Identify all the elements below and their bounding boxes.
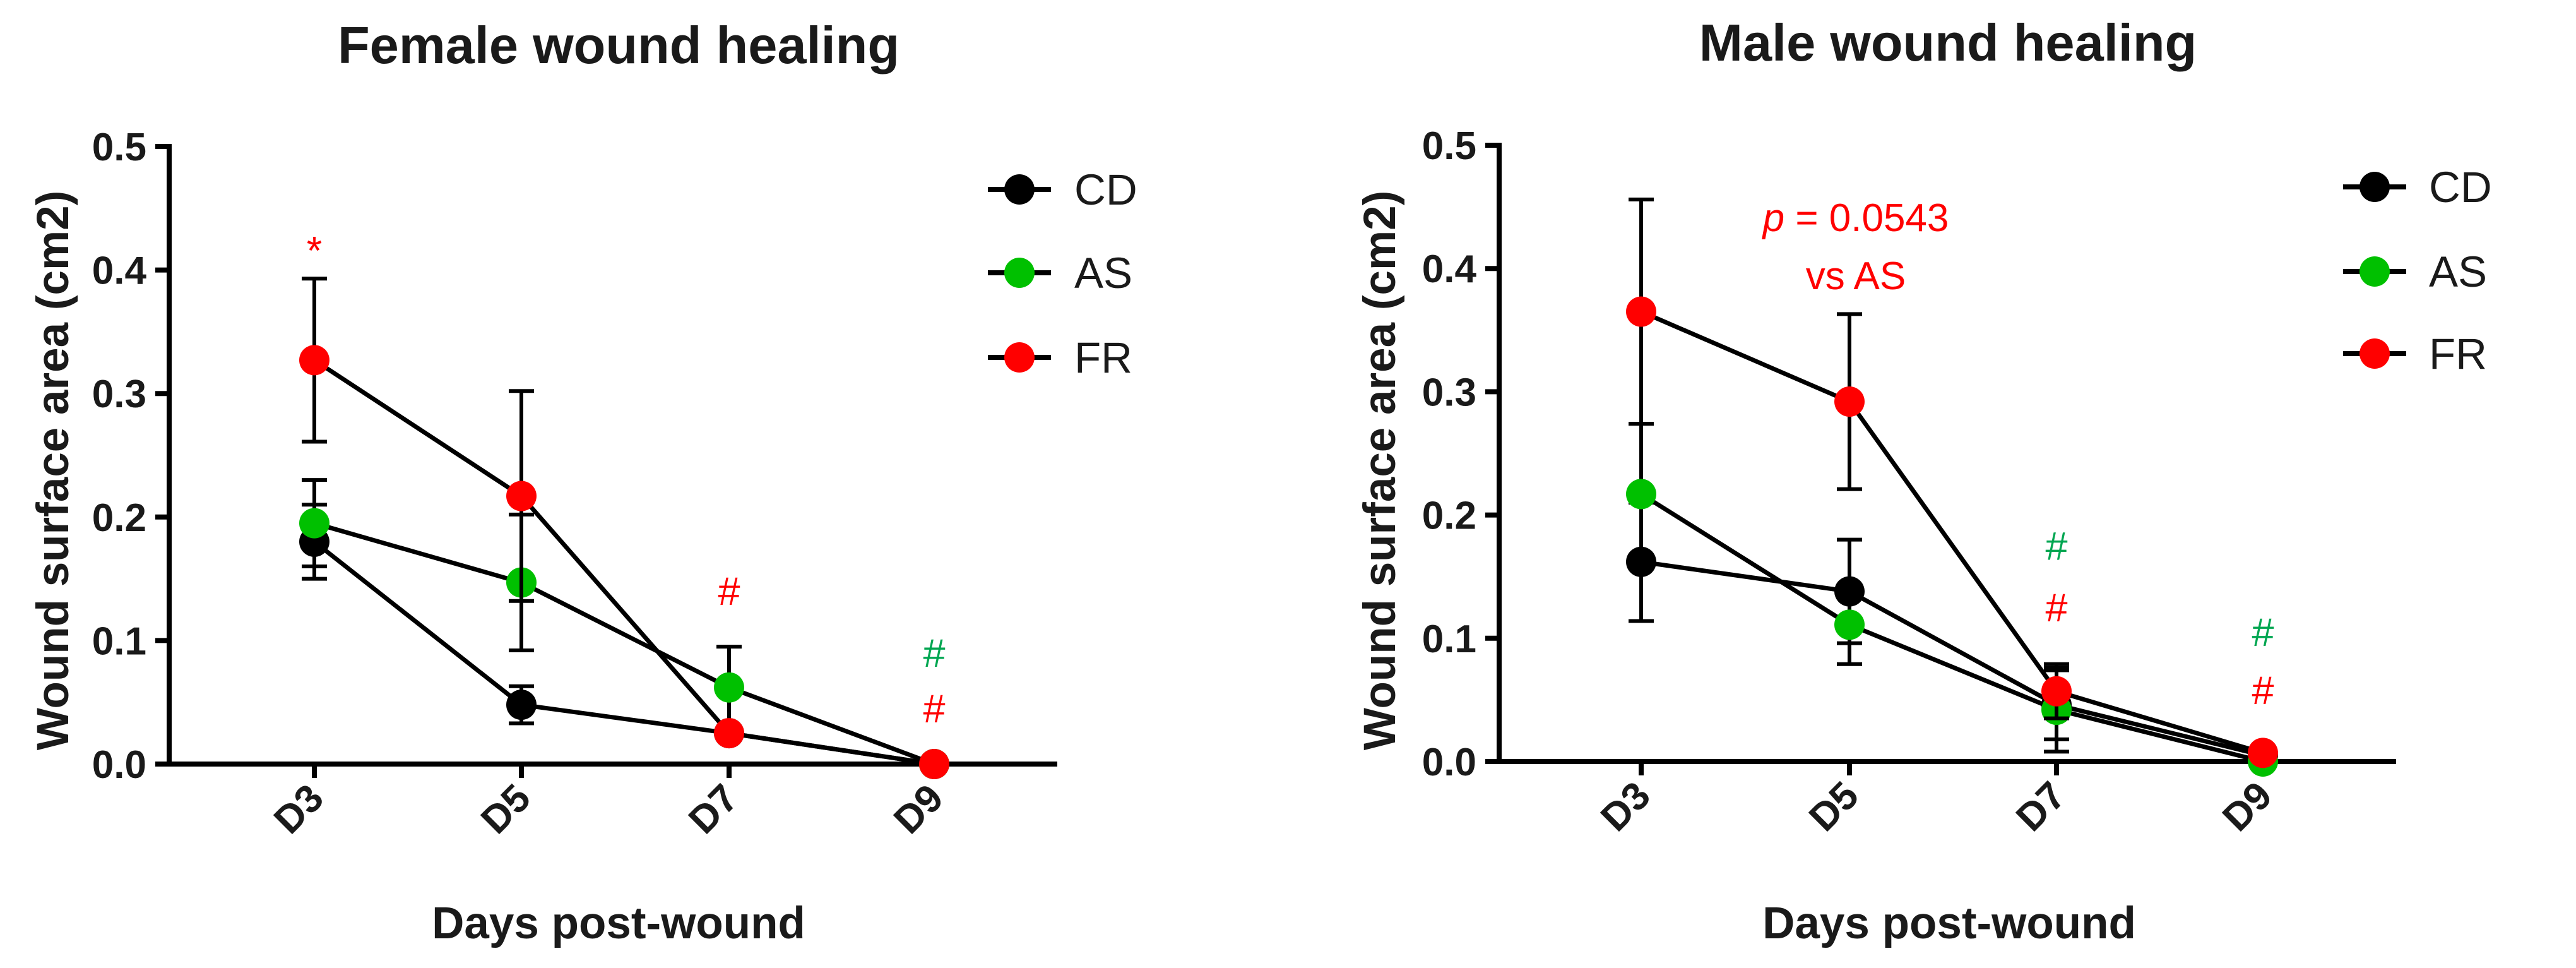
legend-entry-fr: FR <box>988 333 1132 382</box>
significance-hash: # <box>923 631 945 676</box>
legend-entry-as: AS <box>988 249 1132 297</box>
y-tick-label: 0.0 <box>92 743 146 787</box>
data-point <box>1626 479 1656 510</box>
chart-title: Female wound healing <box>338 16 899 75</box>
x-tick-label: D3 <box>1593 774 1659 840</box>
x-tick-label: D5 <box>1801 774 1867 840</box>
x-axis-label: Days post-wound <box>432 899 805 948</box>
p-value-annotation: p = 0.0543 <box>1762 196 1949 240</box>
y-tick-label: 0.1 <box>92 619 146 663</box>
series-as <box>1626 422 2278 777</box>
data-point <box>506 481 537 511</box>
legend-label-cd: CD <box>1074 165 1137 214</box>
x-tick-label: D7 <box>680 776 747 842</box>
y-tick-label: 0.3 <box>92 373 146 416</box>
significance-hash: # <box>2252 669 2274 713</box>
data-point <box>2041 676 2072 707</box>
legend-label-as: AS <box>2429 248 2487 296</box>
significance-hash: # <box>718 570 740 614</box>
legend-entry-cd: CD <box>2343 163 2492 212</box>
x-tick-label: D5 <box>473 776 539 842</box>
significance-hash: # <box>2252 611 2274 655</box>
x-tick-label: D7 <box>2008 774 2074 840</box>
axes: 0.0 0.1 0.2 0.3 0.4 0.5 D3 D5 D7 D9 <box>92 126 1057 842</box>
legend-label-fr: FR <box>1074 333 1132 382</box>
series-line <box>1640 492 2264 764</box>
data-point <box>1834 609 1865 640</box>
significance-hash: # <box>923 687 945 731</box>
x-axis-label: Days post-wound <box>1762 899 2136 948</box>
data-point <box>714 672 744 703</box>
series-fr <box>1626 197 2278 768</box>
legend-entry-as: AS <box>2343 248 2487 296</box>
p-value-symbol: p <box>1762 196 1784 240</box>
legend-marker-fr <box>1004 342 1035 373</box>
y-tick-label: 0.4 <box>92 249 147 293</box>
x-tick-label: D9 <box>2214 774 2281 840</box>
p-value-text: = 0.0543 <box>1784 196 1949 240</box>
y-tick-label: 0.4 <box>1422 248 1477 291</box>
y-tick-label: 0.5 <box>92 126 146 169</box>
y-tick-label: 0.5 <box>1422 124 1476 168</box>
legend-marker-fr <box>2359 338 2390 369</box>
data-point <box>299 345 329 376</box>
y-tick-label: 0.3 <box>1422 371 1476 414</box>
significance-star: * <box>307 229 323 273</box>
legend-marker-cd <box>2359 172 2390 202</box>
significance-hash: # <box>2045 524 2067 568</box>
series-line <box>1640 309 2264 755</box>
y-tick-label: 0.0 <box>1422 741 1476 784</box>
male-chart-panel: Male wound healing Wound surface area (c… <box>1355 13 2492 948</box>
y-axis-label: Wound surface area (cm2) <box>1355 191 1405 750</box>
legend-entry-fr: FR <box>2343 330 2487 378</box>
legend: CD AS FR <box>988 165 1137 382</box>
series-line <box>313 358 935 767</box>
x-tick-label: D9 <box>886 776 952 842</box>
data-point <box>2248 738 2278 768</box>
chart-title: Male wound healing <box>1699 13 2197 72</box>
x-tick-label: D3 <box>266 776 332 842</box>
female-chart-panel: Female wound healing Wound surface area … <box>28 16 1137 948</box>
p-value-comparison: vs AS <box>1806 254 1906 298</box>
y-axis-label: Wound surface area (cm2) <box>28 191 78 750</box>
legend-marker-as <box>1004 258 1035 288</box>
legend-marker-as <box>2359 256 2390 287</box>
y-tick-label: 0.1 <box>1422 618 1476 661</box>
series-as <box>299 478 949 779</box>
y-tick-label: 0.2 <box>1422 494 1476 538</box>
legend-entry-cd: CD <box>988 165 1137 214</box>
data-point <box>1626 296 1656 327</box>
data-point <box>714 718 744 749</box>
series-line <box>314 521 935 767</box>
data-point <box>299 508 329 539</box>
legend: CD AS FR <box>2343 163 2492 378</box>
data-point <box>1834 386 1865 417</box>
data-point <box>506 690 537 720</box>
legend-label-fr: FR <box>2429 330 2487 378</box>
data-point <box>919 749 949 779</box>
legend-marker-cd <box>1004 174 1035 205</box>
y-tick-label: 0.2 <box>92 496 146 540</box>
legend-label-as: AS <box>1074 249 1132 297</box>
significance-hash: # <box>2045 586 2067 630</box>
legend-label-cd: CD <box>2429 163 2492 212</box>
series-line <box>1641 559 2264 758</box>
series-fr <box>299 277 949 779</box>
